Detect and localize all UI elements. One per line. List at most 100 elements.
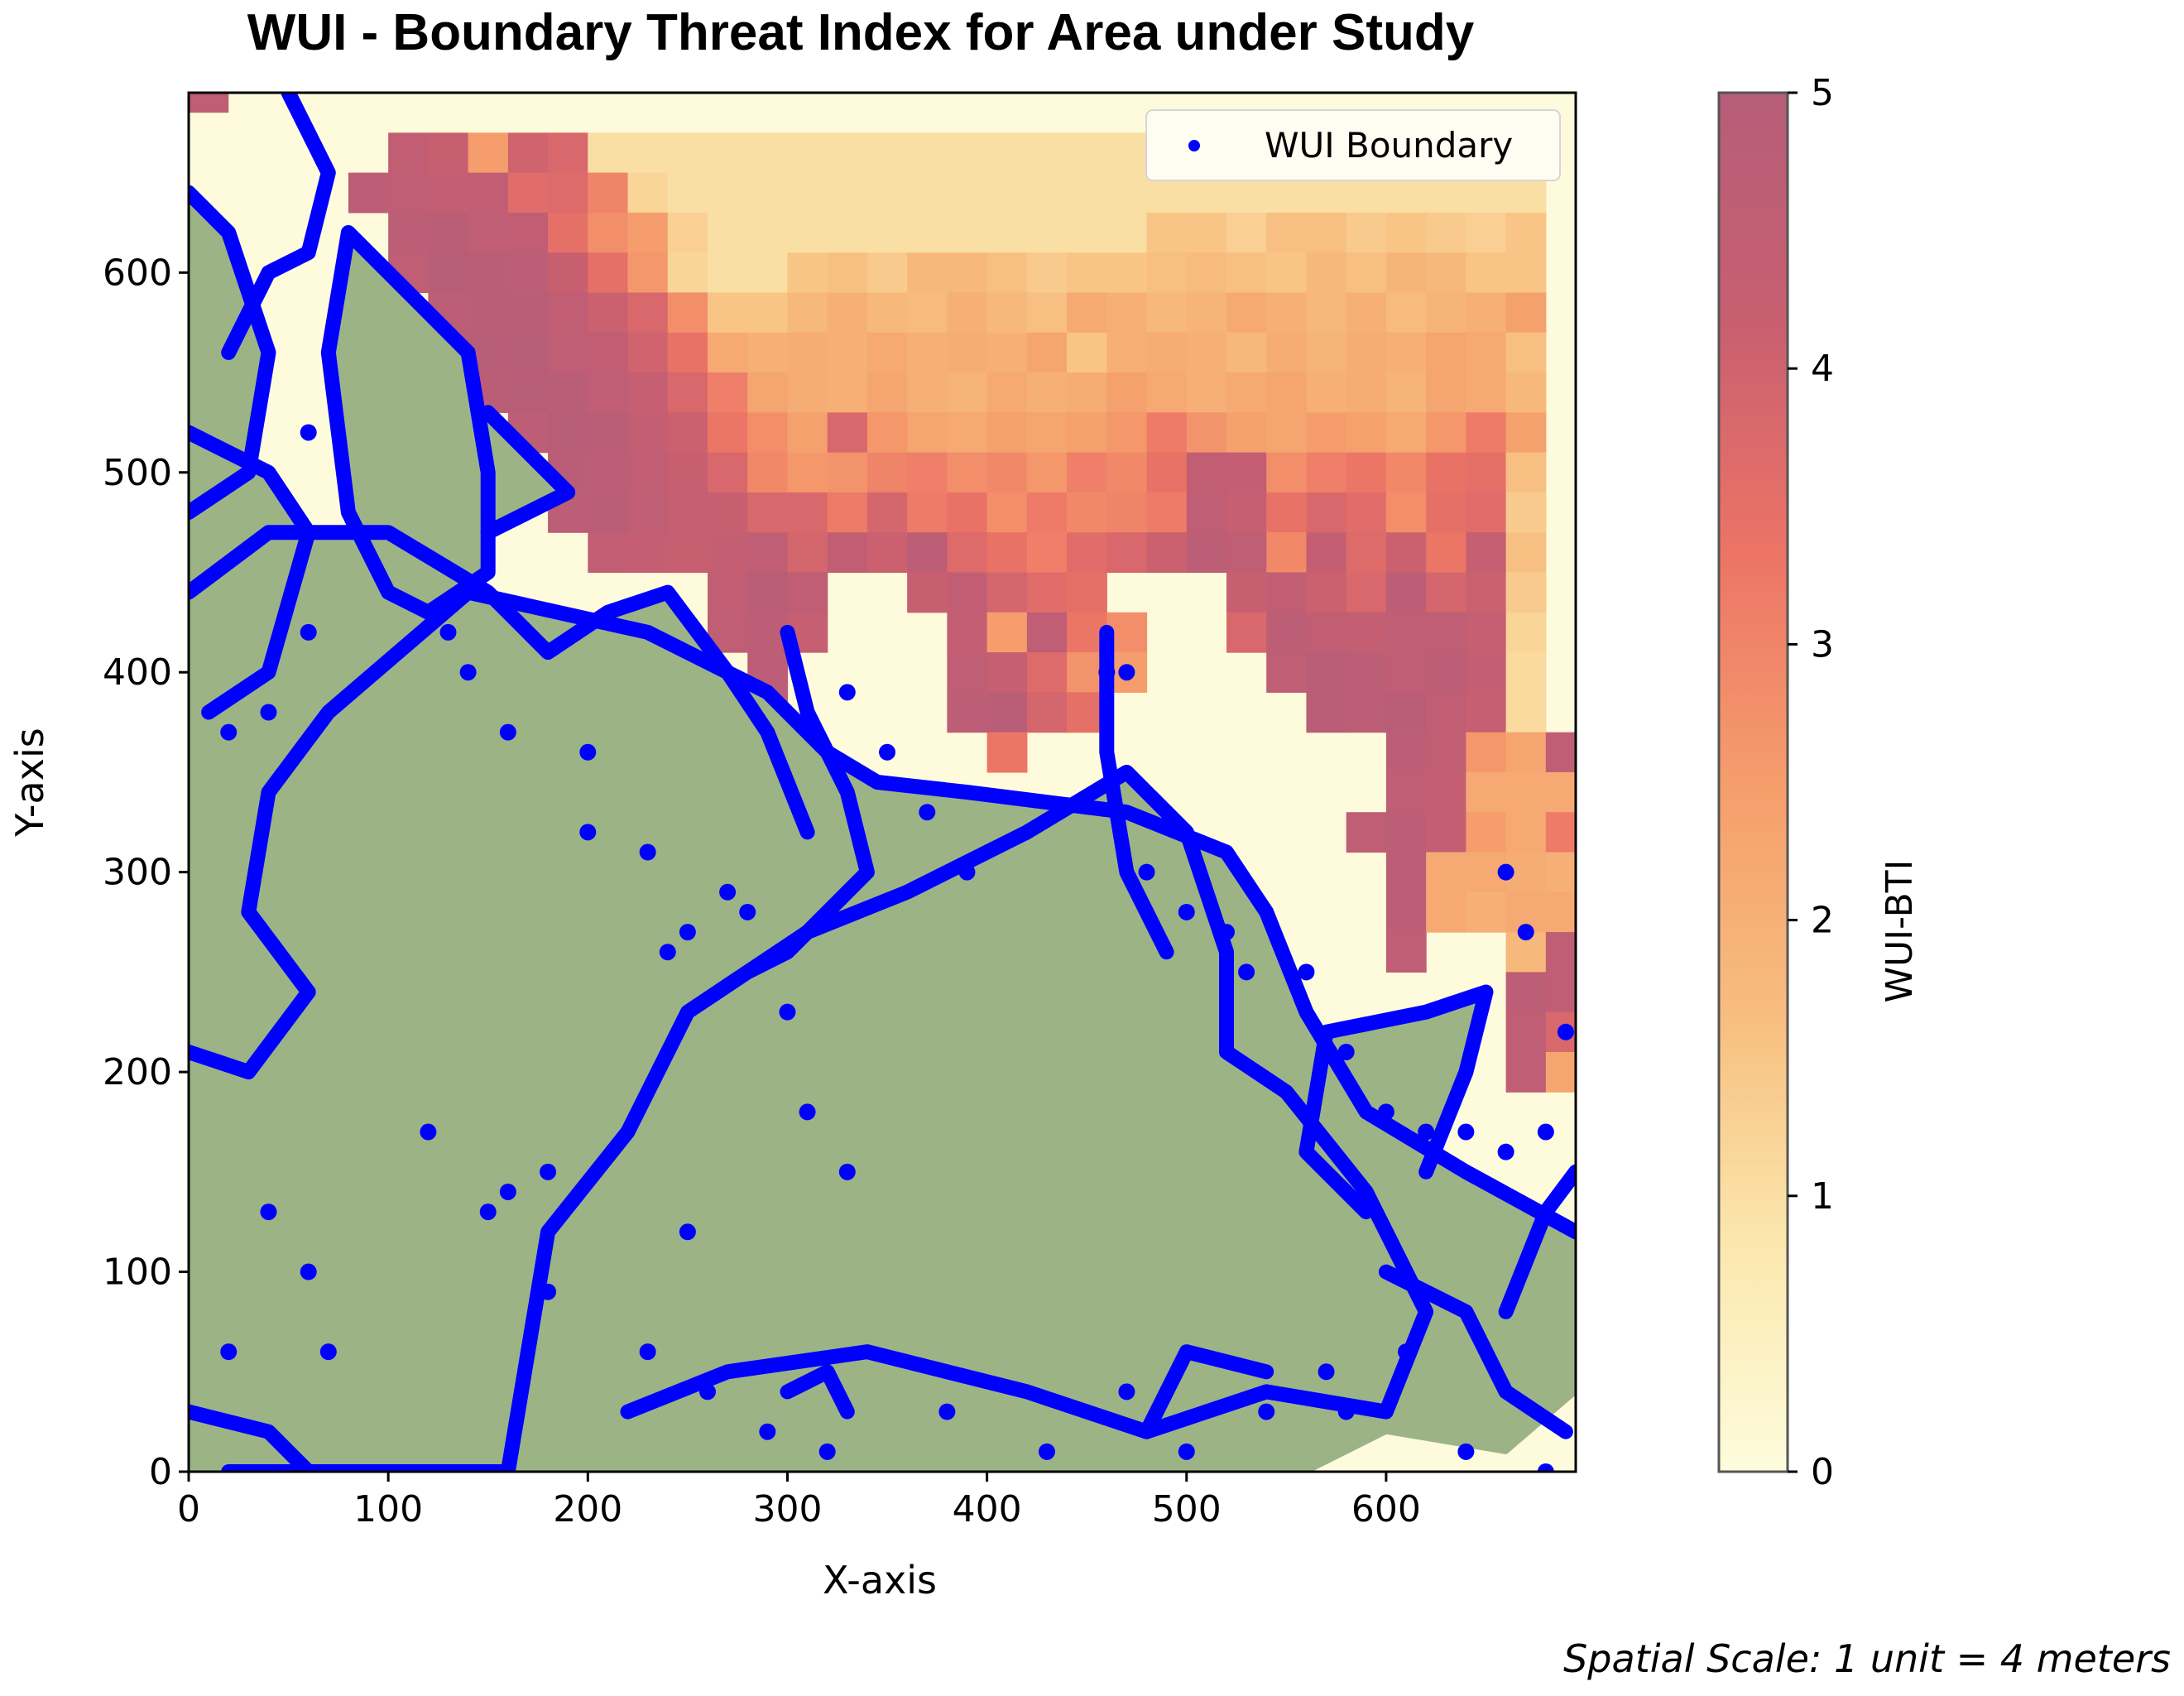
heatmap-cell [907,572,948,613]
heatmap-cell [667,212,708,253]
heatmap-cell [1226,452,1267,493]
heatmap-cell [627,412,669,454]
heatmap-cell [1466,891,1507,933]
colorbar-tick-label: 3 [1811,623,1834,665]
heatmap-cell [1146,452,1188,493]
heatmap-cell [1505,212,1547,253]
x-tick-label: 600 [1351,1488,1421,1530]
heatmap-cell [1466,532,1507,574]
heatmap-cell [507,332,549,373]
x-tick-label: 400 [953,1488,1022,1530]
heatmap-cell [548,332,588,373]
heatmap-cell [1067,492,1107,533]
heatmap-cell [947,492,988,533]
heatmap-cell [1426,612,1466,653]
wui-boundary-point [639,1343,656,1361]
heatmap-cell [787,492,828,533]
heatmap-cell [1426,252,1466,294]
heatmap-cell [468,132,509,174]
heatmap-cell [1346,612,1387,653]
heatmap-cell [1385,612,1427,653]
heatmap-cell [468,252,509,294]
heatmap-cell [1505,292,1547,334]
heatmap-cell [588,132,629,174]
heatmap-cell [1226,332,1267,373]
heatmap-cell [707,572,748,613]
heatmap-cell [866,412,908,454]
heatmap-cell [548,372,588,413]
heatmap-cell [747,212,789,253]
heatmap-cell [1426,771,1466,813]
heatmap-cell [1385,572,1427,613]
heatmap-cell [907,452,948,493]
heatmap-cell [1026,212,1068,253]
heatmap-cell [588,452,629,493]
heatmap-cell [986,132,1028,174]
heatmap-cell [1067,132,1107,174]
heatmap-cell [1026,572,1068,613]
wui-boundary-point [1098,664,1116,681]
heatmap-cell [667,332,708,373]
heatmap-cell [588,332,629,373]
heatmap-cell [1466,412,1507,454]
wui-boundary-point [1118,664,1135,681]
heatmap-cell [1346,412,1387,454]
heatmap-cell [428,132,469,174]
wui-boundary-point [579,743,597,761]
heatmap-cell [1186,492,1227,533]
wui-boundary-point [220,723,238,741]
wui-boundary-point [659,944,676,961]
heatmap-cell [1186,252,1227,294]
heatmap-cell [1306,572,1347,613]
heatmap-cell [1266,452,1308,493]
heatmap-cell [1026,252,1068,294]
heatmap-cell [1545,1051,1576,1093]
heatmap-cell [189,93,229,113]
heatmap-cell [747,332,789,373]
x-tick-label: 0 [177,1488,200,1530]
heatmap-cell [1106,372,1148,413]
wui-boundary-point [818,1443,836,1460]
wui-boundary-point [1337,1403,1355,1420]
wui-boundary-point [1238,963,1255,981]
heatmap-cell [1385,532,1427,574]
heatmap-cell [1226,612,1267,653]
heatmap-cell [627,132,669,174]
heatmap-cell [947,292,988,334]
heatmap-cell [1067,332,1107,373]
heatmap-cell [866,532,908,574]
heatmap-cell [1266,212,1308,253]
colorbar-tick-label: 5 [1811,72,1834,114]
wui-boundary-point [300,1263,317,1280]
heatmap-cell [986,252,1028,294]
heatmap-cell [468,172,509,214]
heatmap-cell [507,132,549,174]
heatmap-cell [1186,412,1227,454]
heatmap-cell [588,412,629,454]
heatmap-cell [627,452,669,493]
heatmap-cell [787,212,828,253]
heatmap-cell [947,452,988,493]
heatmap-cell [548,252,588,294]
heatmap-cell [1385,332,1427,373]
heatmap-cell [627,212,669,253]
heatmap-cell [1266,372,1308,413]
heatmap-cell [1226,372,1267,413]
heatmap-cell [1346,572,1387,613]
heatmap-cell [1346,332,1387,373]
heatmap-cell [866,292,908,334]
heatmap-cell [1106,212,1148,253]
heatmap-cell [947,332,988,373]
heatmap-cell [1306,612,1347,653]
heatmap-cell [1306,252,1347,294]
heatmap-cell [1266,252,1308,294]
wui-boundary-point [838,1163,856,1180]
heatmap-cell [1505,492,1547,533]
heatmap-cell [707,492,748,533]
heatmap-cell [907,212,948,253]
heatmap-cell [1146,292,1188,334]
heatmap-cell [947,372,988,413]
heatmap-cell [1545,932,1576,973]
heatmap-cell [1026,132,1068,174]
